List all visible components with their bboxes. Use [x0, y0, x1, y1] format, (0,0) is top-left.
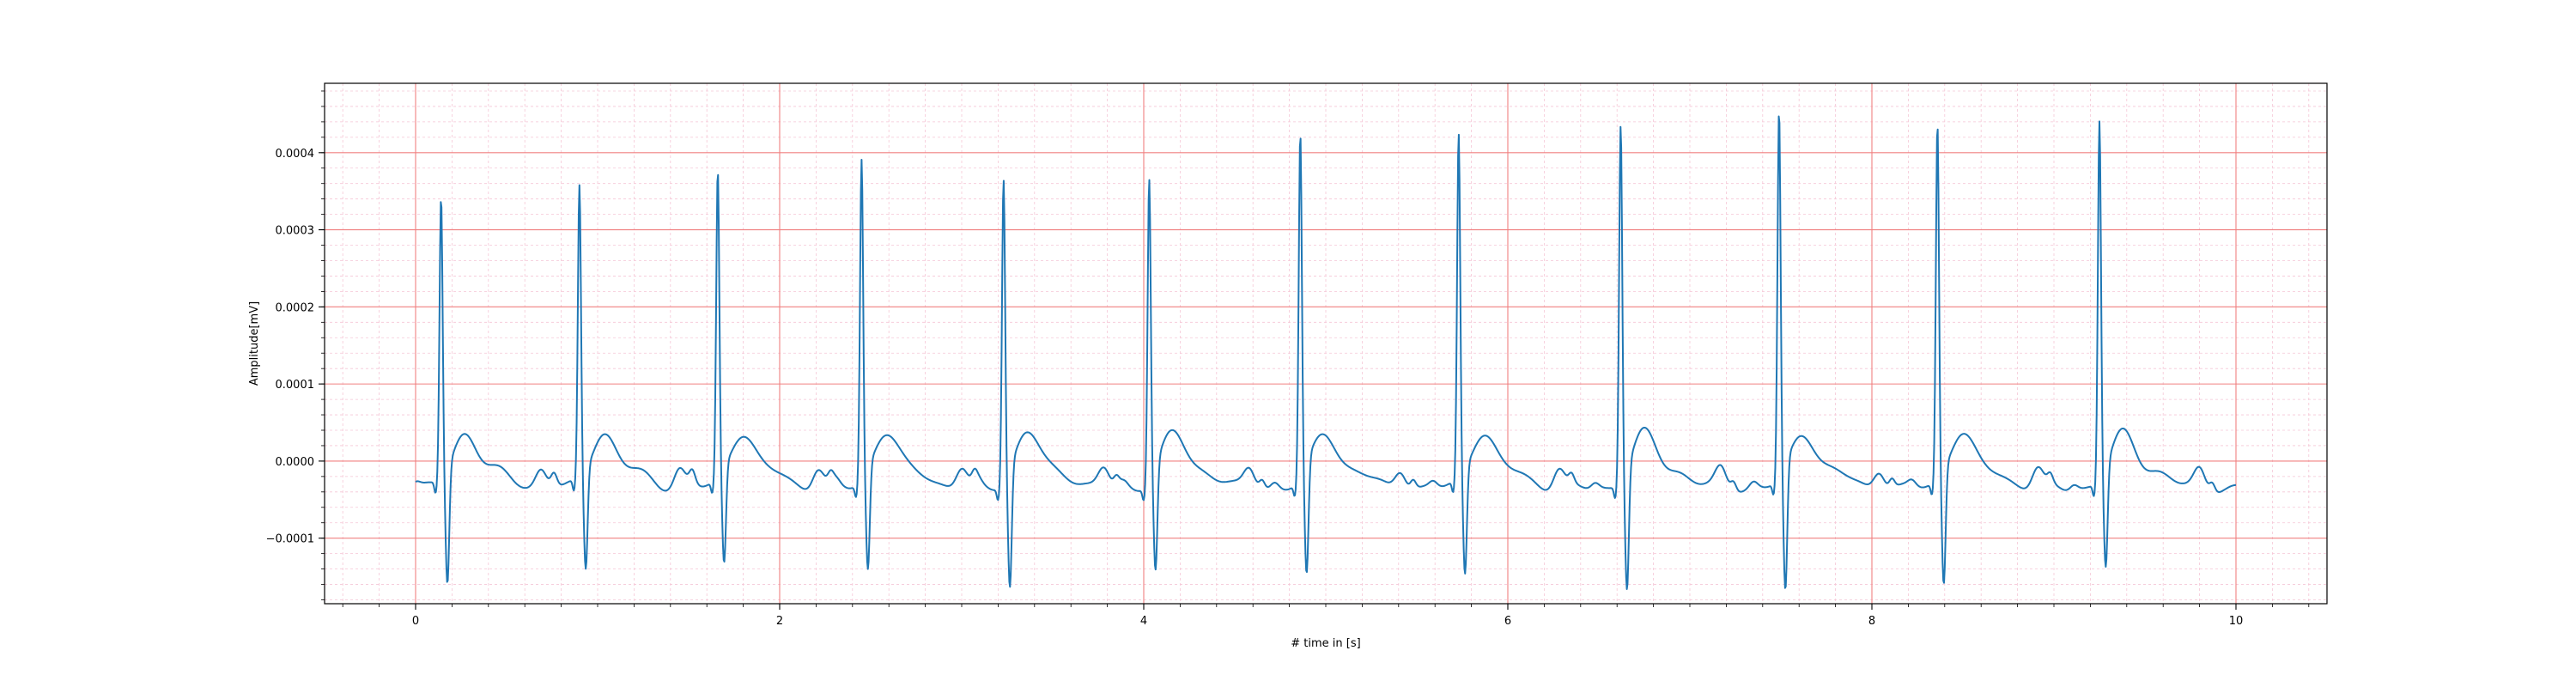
y-tick-label: −0.0001 [266, 533, 314, 546]
y-tick-label: 0.0003 [276, 225, 315, 238]
major-grid [325, 83, 2327, 604]
series-ecg [415, 106, 2237, 590]
x-axis-ticks: 0 2 4 6 8 10 [342, 604, 2310, 628]
y-axis-label: Amplitude[mV] [248, 301, 261, 386]
y-tick-label: 0.0002 [276, 301, 315, 314]
y-axis-ticks: −0.0001 0.0000 0.0001 0.0002 0.0003 0.0004 [266, 90, 325, 600]
y-tick-label: 0.0000 [276, 456, 315, 469]
x-axis-label: # time in [s] [1291, 637, 1360, 650]
y-tick-label: 0.0004 [276, 148, 315, 161]
x-tick-label: 10 [2229, 615, 2244, 628]
x-tick-label: 6 [1504, 615, 1511, 628]
ecg-line [415, 115, 2237, 590]
x-tick-label: 2 [776, 615, 783, 628]
x-tick-label: 0 [412, 615, 419, 628]
x-tick-label: 8 [1868, 615, 1875, 628]
y-tick-label: 0.0001 [276, 379, 315, 392]
minor-grid [325, 83, 2327, 604]
x-tick-label: 4 [1140, 615, 1147, 628]
